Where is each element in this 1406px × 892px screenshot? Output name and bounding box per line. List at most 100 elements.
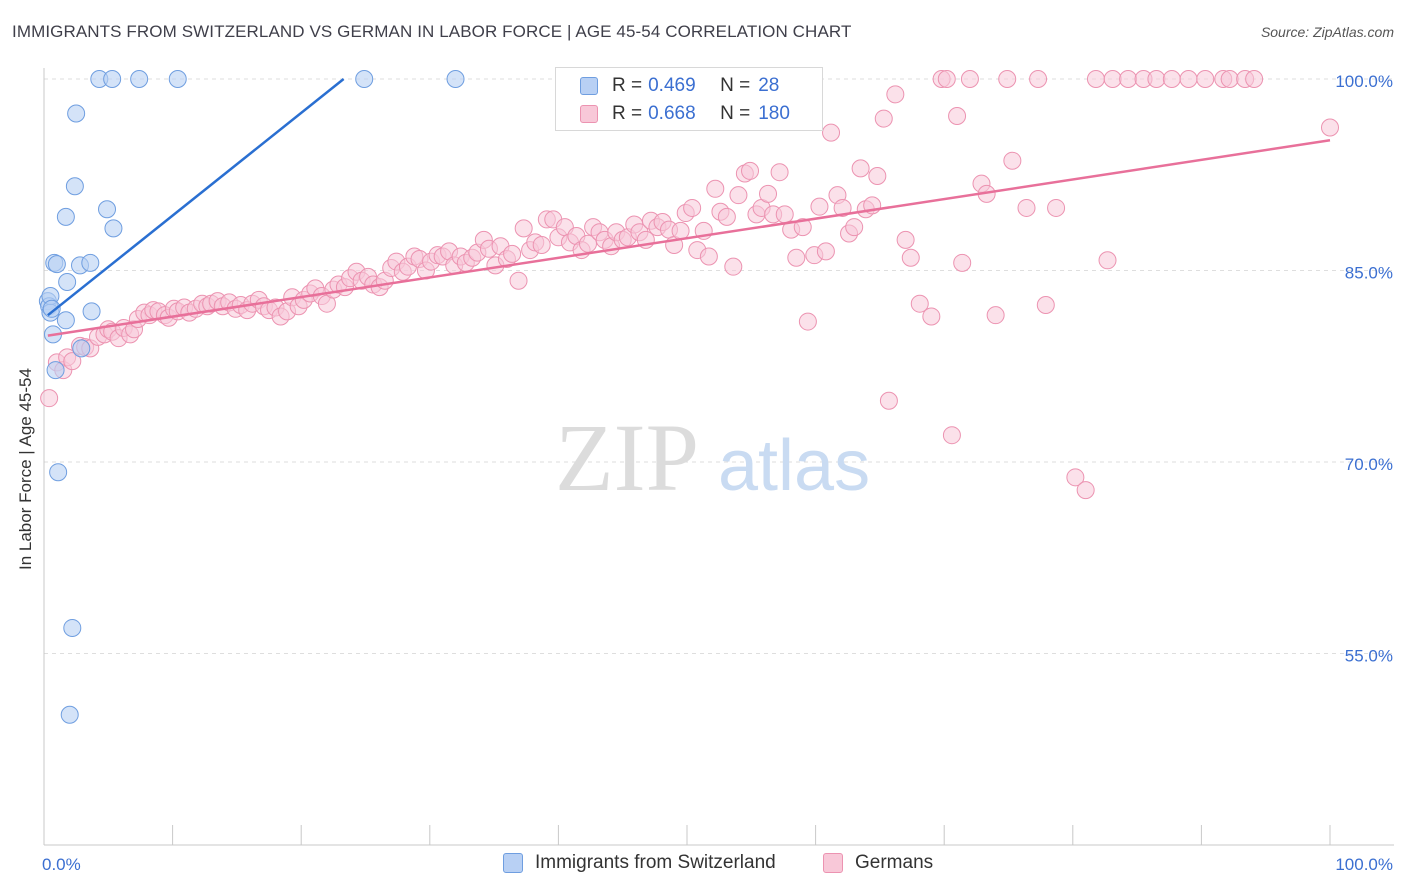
germans-point <box>775 205 794 224</box>
germans-point <box>1003 151 1022 170</box>
switzerland-point <box>65 177 84 196</box>
legend-item-switzerland[interactable]: Immigrants from Switzerland <box>503 852 776 874</box>
switzerland-point <box>168 70 187 88</box>
watermark-atlas: atlas <box>718 426 870 506</box>
switzerland-point <box>49 463 68 482</box>
legend-swatch-pink <box>823 853 843 873</box>
germans-point <box>1196 70 1215 88</box>
source-credit: Source: ZipAtlas.com <box>1260 24 1394 40</box>
switzerland-point <box>46 361 65 380</box>
switzerland-point <box>355 70 374 88</box>
y-axis-label: In Labor Force | Age 45-54 <box>16 368 35 570</box>
switzerland-point <box>56 207 75 226</box>
germans-point <box>886 85 905 104</box>
germans-point <box>671 221 690 240</box>
bottom-legend: Immigrants from Switzerland Germans <box>0 852 1406 878</box>
legend-label: Germans <box>855 852 934 873</box>
germans-point <box>948 107 967 126</box>
switzerland-point <box>81 253 100 272</box>
watermark-zip: ZIP <box>555 404 699 511</box>
switzerland-point <box>82 302 101 321</box>
switzerland-point <box>67 104 86 123</box>
germans-point <box>816 242 835 261</box>
germans-point <box>40 389 59 408</box>
chart-title: IMMIGRANTS FROM SWITZERLAND VS GERMAN IN… <box>12 22 852 41</box>
germans-point <box>514 219 533 238</box>
y-tick-label: 55.0% <box>1345 647 1393 666</box>
germans-point <box>770 163 789 182</box>
y-tick-label: 85.0% <box>1345 264 1393 283</box>
switzerland-point <box>104 219 123 238</box>
switzerland-point <box>103 70 122 88</box>
switzerland-point <box>98 200 117 219</box>
trend-lines <box>47 78 1331 337</box>
germans-point <box>1017 198 1036 217</box>
legend-swatch-blue <box>503 853 523 873</box>
switzerland-point <box>130 70 149 88</box>
germans-point <box>741 161 760 180</box>
germans-point <box>1066 468 1085 487</box>
y-tick-label: 70.0% <box>1345 455 1393 474</box>
x-tick-label-max: 100.0% <box>1335 855 1393 874</box>
switzerland-point <box>60 705 79 724</box>
legend-n-value: 180 <box>758 103 790 124</box>
germans-point <box>822 123 841 142</box>
germans-point <box>1036 295 1055 314</box>
germans-point <box>851 159 870 178</box>
germans-point <box>759 184 778 203</box>
legend-item-germans[interactable]: Germans <box>823 852 933 874</box>
legend-r-value: 0.668 <box>648 103 696 124</box>
germans-point <box>942 426 961 445</box>
y-tick-label: 100.0% <box>1335 72 1393 91</box>
germans-point <box>1147 70 1166 88</box>
germans-point <box>998 70 1017 88</box>
germans-point <box>787 248 806 267</box>
germans-point <box>986 306 1005 325</box>
germans-point <box>793 218 812 237</box>
switzerland-trend-line <box>47 78 345 317</box>
legend-row-germans: R = 0.668 N = 180 <box>580 101 790 127</box>
germans-point <box>833 198 852 217</box>
germans-point <box>1086 70 1105 88</box>
germans-point <box>717 207 736 226</box>
germans-point <box>683 198 702 217</box>
legend-swatch-blue <box>580 77 598 95</box>
germans-point <box>1119 70 1138 88</box>
germans-trend-line <box>47 139 1331 337</box>
germans-point <box>63 352 82 371</box>
germans-point <box>1220 70 1239 88</box>
germans-point <box>901 248 920 267</box>
stats-legend: R = 0.469 N = 28 R = 0.668 N = 180 <box>555 67 823 131</box>
switzerland-point <box>56 311 75 330</box>
germans-point <box>729 186 748 205</box>
gridlines <box>44 78 1394 654</box>
germans-point <box>960 70 979 88</box>
germans-point <box>953 253 972 272</box>
germans-point <box>910 294 929 313</box>
switzerland-point <box>42 299 61 318</box>
legend-swatch-pink <box>580 105 598 123</box>
germans-point <box>896 230 915 249</box>
germans-point <box>724 257 743 276</box>
germans-point <box>1098 251 1117 270</box>
switzerland-point <box>72 339 91 358</box>
axes <box>43 68 1394 846</box>
germans-point <box>874 109 893 128</box>
germans-point <box>509 271 528 290</box>
germans-point <box>922 307 941 326</box>
germans-point <box>1321 118 1339 137</box>
switzerland-point <box>446 70 465 88</box>
germans-point <box>706 179 725 198</box>
germans-point <box>532 235 551 254</box>
germans-point <box>699 247 718 266</box>
legend-n-value: 28 <box>758 75 780 96</box>
tick-labels: 55.0% 70.0% 85.0% 100.0% 0.0% 100.0% <box>42 72 1393 874</box>
switzerland-point <box>63 618 82 637</box>
legend-r-label: R = <box>612 75 643 96</box>
germans-point <box>868 167 887 186</box>
germans-point <box>1245 70 1264 88</box>
legend-n-label: N = <box>720 103 751 124</box>
germans-point <box>1029 70 1048 88</box>
switzerland-point <box>58 272 77 291</box>
